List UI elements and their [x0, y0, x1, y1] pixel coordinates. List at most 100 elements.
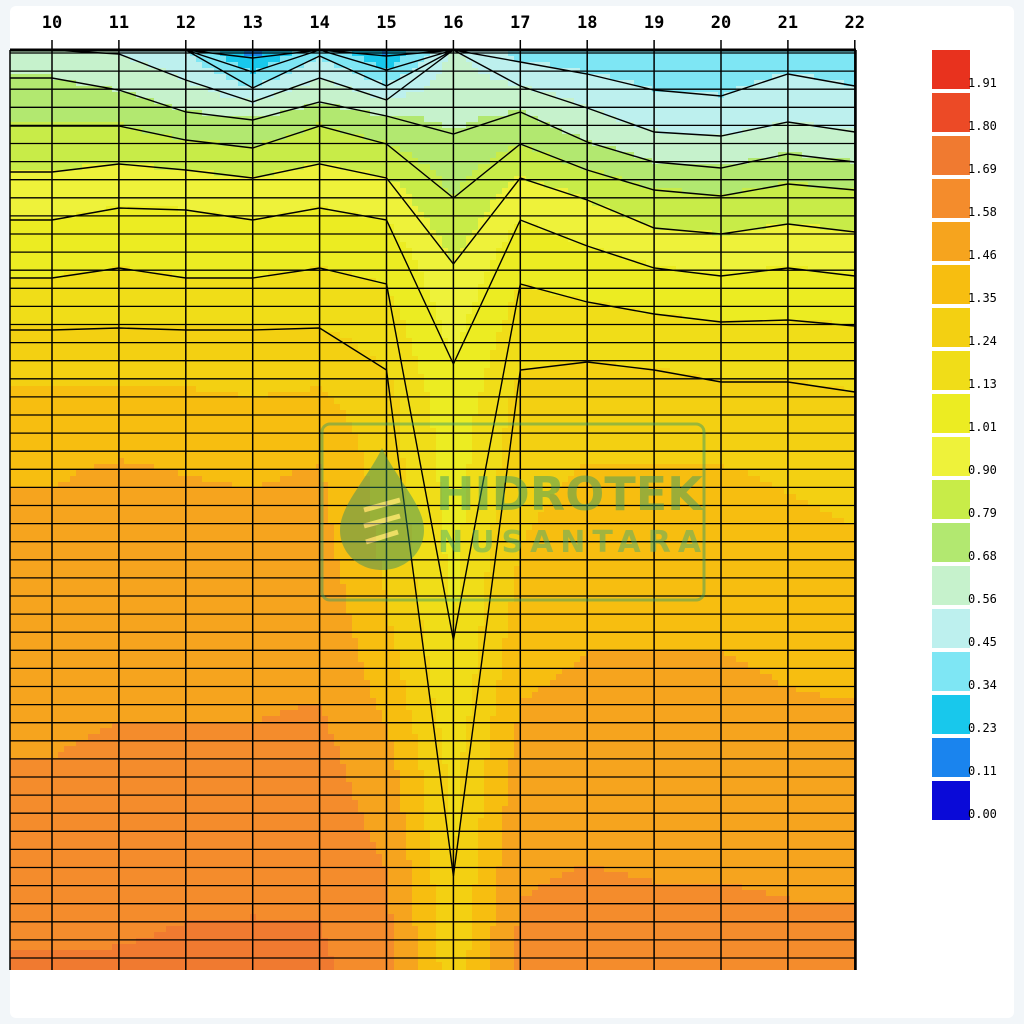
heat-cell	[388, 128, 395, 135]
heat-cell	[742, 164, 749, 171]
heat-cell	[160, 128, 167, 135]
heat-cell	[466, 146, 473, 153]
heat-cell	[790, 236, 797, 243]
heat-cell	[472, 110, 479, 117]
heat-cell	[514, 152, 521, 159]
heat-cell	[790, 218, 797, 225]
heat-cell	[34, 152, 41, 159]
heat-cell	[274, 188, 281, 195]
heat-cell	[112, 134, 119, 141]
heat-cell	[496, 236, 503, 243]
heat-cell	[514, 62, 521, 69]
heat-cell	[352, 218, 359, 225]
heat-cell	[652, 164, 659, 171]
heat-cell	[682, 242, 689, 249]
heat-cell	[616, 200, 623, 207]
heat-cell	[778, 206, 785, 213]
heat-cell	[178, 62, 185, 69]
heat-cell	[226, 218, 233, 225]
heat-cell	[100, 80, 107, 87]
heat-cell	[112, 146, 119, 153]
heat-cell	[190, 188, 197, 195]
heat-cell	[748, 230, 755, 237]
heat-cell	[628, 236, 635, 243]
heat-cell	[616, 182, 623, 189]
heat-cell	[196, 62, 203, 69]
heat-cell	[172, 56, 179, 63]
heat-cell	[568, 170, 575, 177]
heat-cell	[454, 74, 461, 81]
heat-cell	[76, 206, 83, 213]
heat-cell	[682, 116, 689, 123]
heat-cell	[616, 98, 623, 105]
heat-cell	[76, 56, 83, 63]
heat-cell	[370, 224, 377, 231]
heat-cell	[70, 56, 77, 63]
heat-cell	[652, 92, 659, 99]
heat-cell	[64, 248, 71, 255]
heat-cell	[814, 206, 821, 213]
heat-cell	[436, 224, 443, 231]
heat-cell	[580, 170, 587, 177]
heat-cell	[640, 188, 647, 195]
heat-cell	[388, 200, 395, 207]
heat-cell	[592, 188, 599, 195]
heat-cell	[826, 74, 833, 81]
heat-cell	[802, 206, 809, 213]
heat-cell	[58, 200, 65, 207]
heat-cell	[730, 224, 737, 231]
heat-cell	[610, 242, 617, 249]
heat-cell	[838, 110, 845, 117]
heat-cell	[742, 200, 749, 207]
heat-cell	[172, 224, 179, 231]
heat-cell	[496, 224, 503, 231]
heat-cell	[838, 116, 845, 123]
heat-cell	[664, 62, 671, 69]
heat-cell	[154, 56, 161, 63]
heat-cell	[322, 134, 329, 141]
heat-cell	[670, 134, 677, 141]
heat-cell	[28, 74, 35, 81]
heat-cell	[760, 170, 767, 177]
heat-cell	[814, 62, 821, 69]
heat-cell	[172, 92, 179, 99]
heat-cell	[748, 200, 755, 207]
heat-cell	[208, 134, 215, 141]
heat-cell	[262, 146, 269, 153]
heat-cell	[808, 164, 815, 171]
heat-cell	[238, 242, 245, 249]
heat-cell	[220, 236, 227, 243]
heat-cell	[226, 152, 233, 159]
heat-cell	[202, 152, 209, 159]
heat-cell	[808, 110, 815, 117]
heat-cell	[22, 236, 29, 243]
heat-cell	[82, 62, 89, 69]
heat-cell	[496, 242, 503, 249]
heat-cell	[646, 170, 653, 177]
heat-cell	[94, 224, 101, 231]
heat-cell	[622, 74, 629, 81]
heat-cell	[124, 152, 131, 159]
heat-cell	[688, 110, 695, 117]
heat-cell	[550, 116, 557, 123]
heat-cell	[304, 110, 311, 117]
heat-cell	[52, 92, 59, 99]
heat-cell	[262, 74, 269, 81]
heat-cell	[412, 146, 419, 153]
heat-cell	[622, 128, 629, 135]
heat-cell	[136, 80, 143, 87]
heat-cell	[796, 80, 803, 87]
heat-cell	[610, 188, 617, 195]
heat-cell	[208, 224, 215, 231]
heat-cell	[772, 56, 779, 63]
heat-cell	[412, 182, 419, 189]
heat-cell	[22, 230, 29, 237]
heat-cell	[340, 152, 347, 159]
heat-cell	[694, 170, 701, 177]
heat-cell	[382, 230, 389, 237]
heat-cell	[268, 206, 275, 213]
heat-cell	[22, 254, 29, 261]
heat-cell	[256, 110, 263, 117]
heat-cell	[418, 116, 425, 123]
heat-cell	[802, 224, 809, 231]
